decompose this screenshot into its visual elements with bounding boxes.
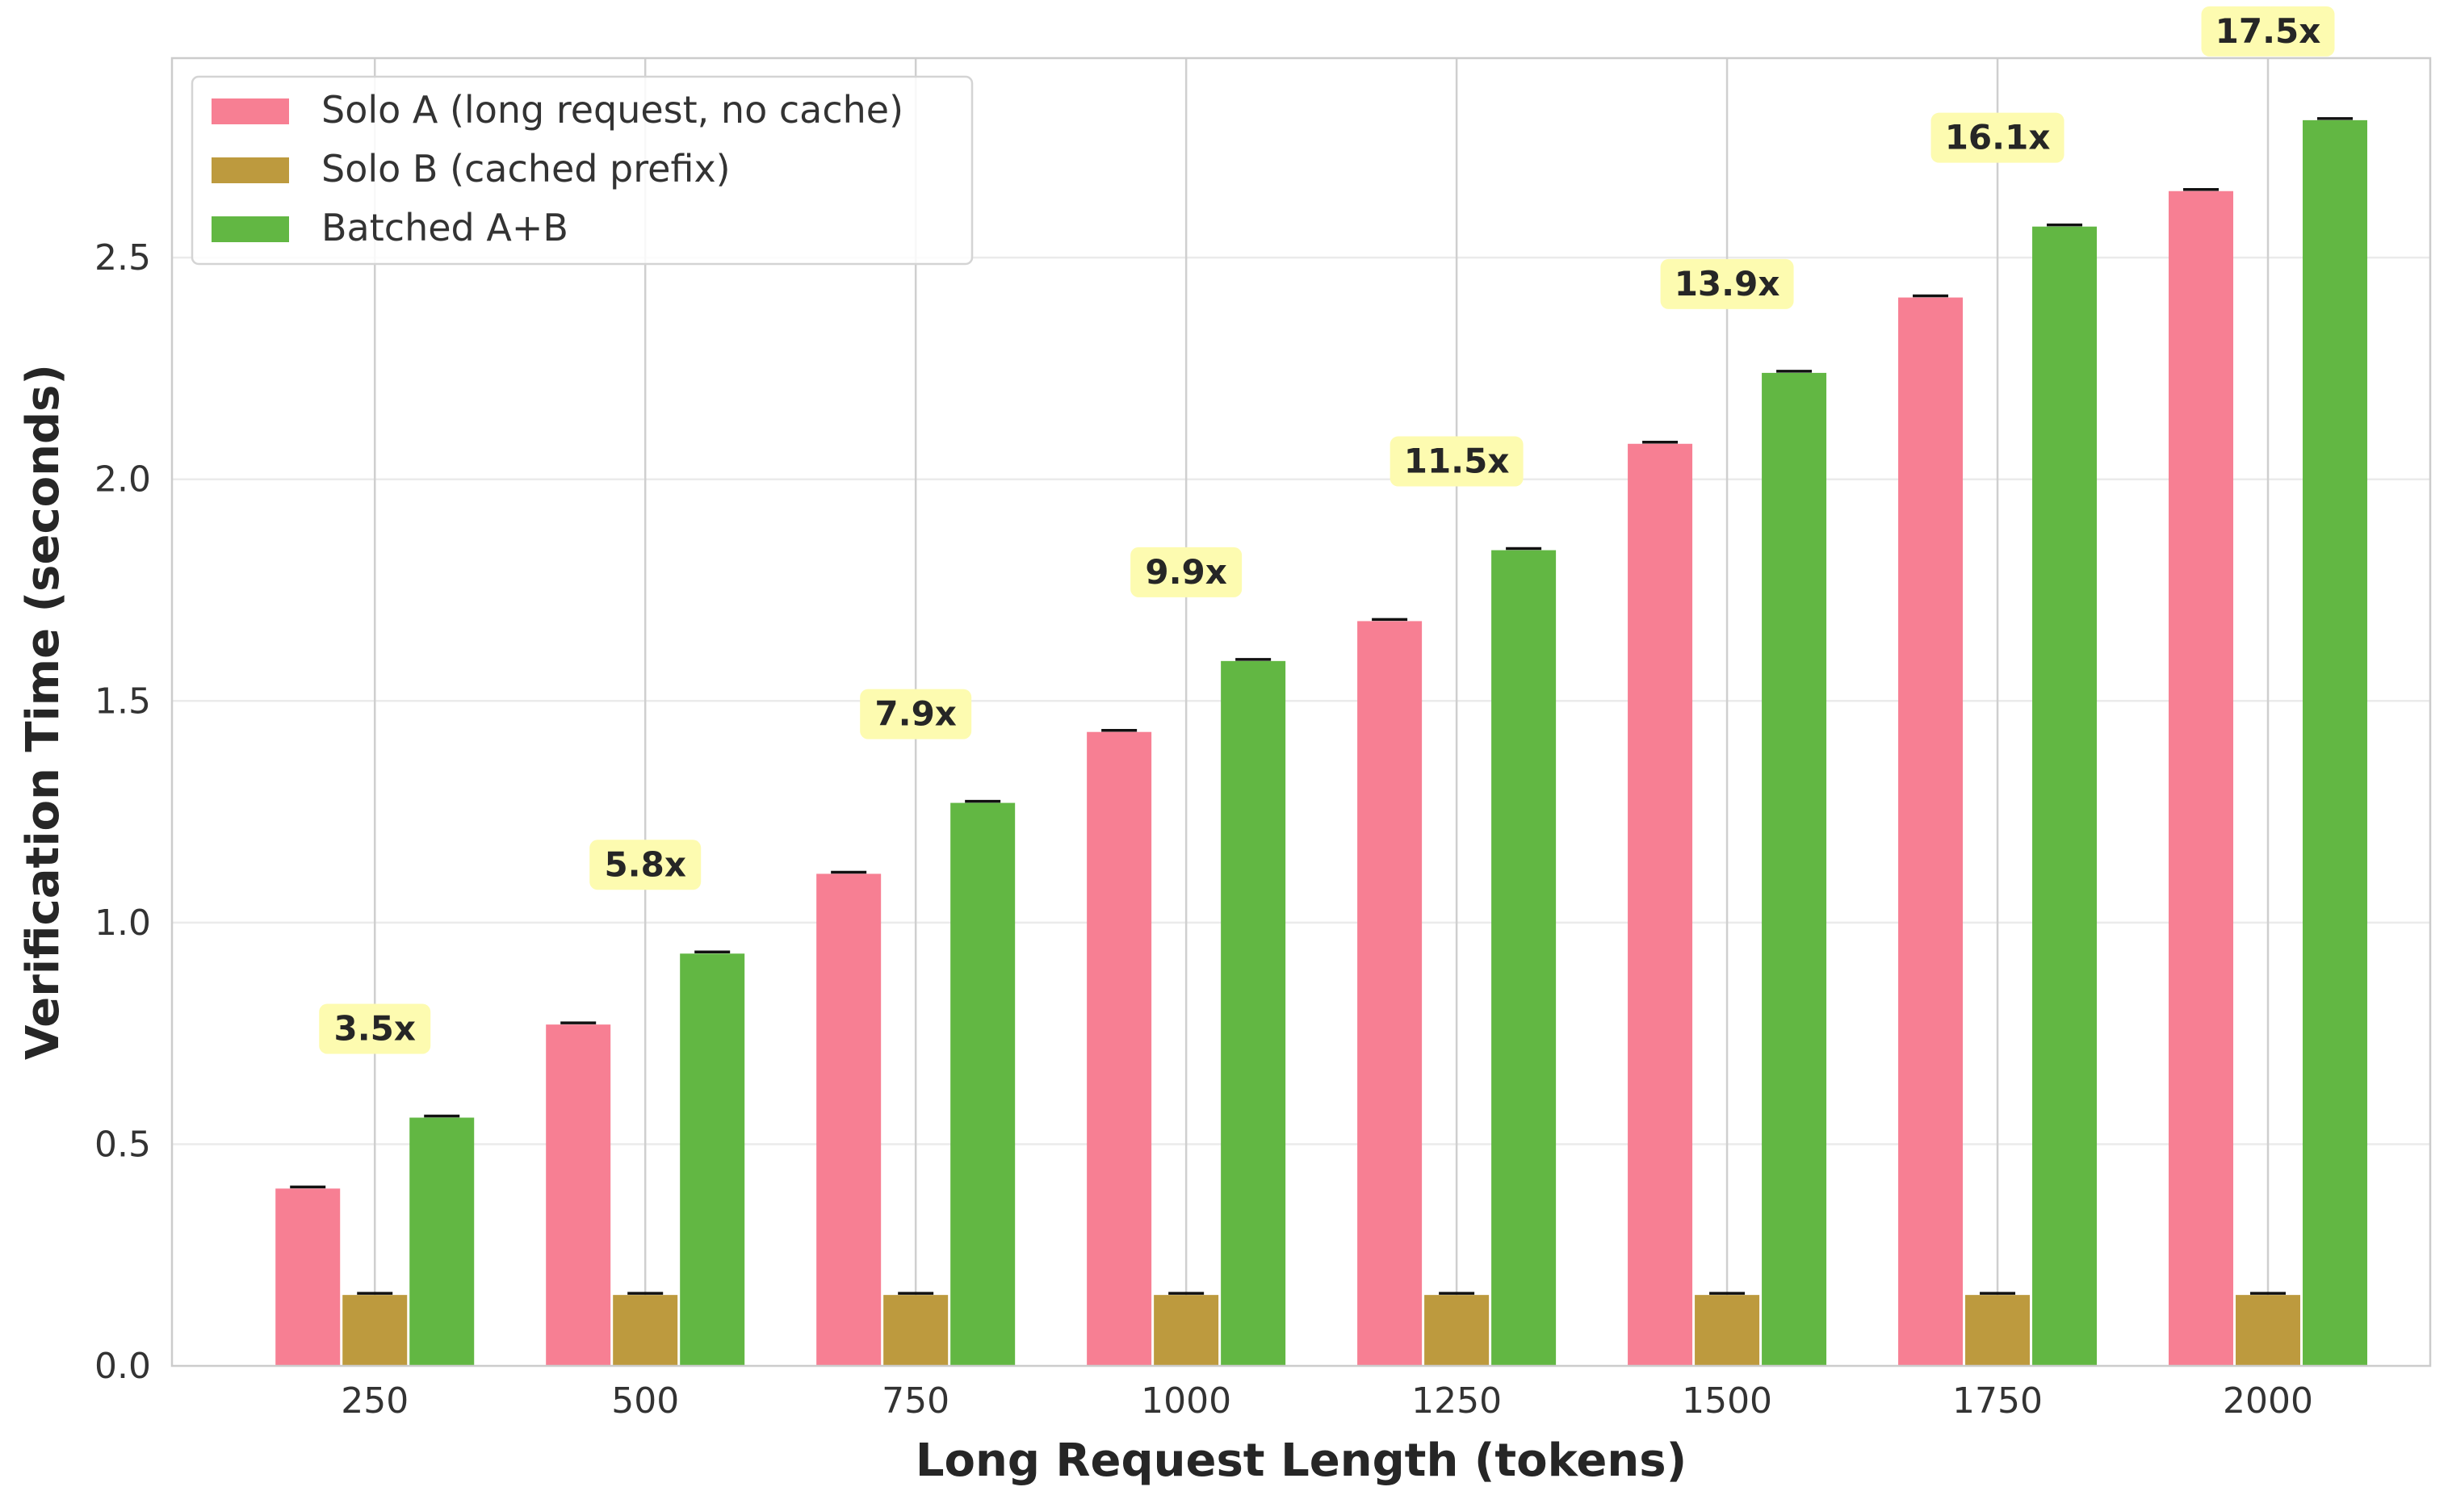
speedup-label: 16.1x [1945,118,2051,157]
x-tick-label: 2000 [2223,1380,2313,1422]
bar [1087,731,1152,1366]
bar [1357,621,1423,1366]
bar [1695,1295,1760,1366]
bar [883,1295,949,1366]
speedup-badge [1930,112,2064,163]
bars [275,117,2368,1367]
x-tick-label: 1250 [1411,1380,1502,1422]
bar [1154,1295,1219,1366]
bar [1898,297,1964,1366]
x-tick-label: 1500 [1682,1380,1772,1422]
speedup-label: 13.9x [1675,264,1780,304]
bar [409,1117,475,1366]
speedup-badge [1660,258,1794,309]
speedup-label: 11.5x [1404,442,1510,481]
speedup-badge [2201,6,2335,57]
y-tick-label: 2.0 [94,459,151,501]
y-tick-label: 0.0 [94,1346,151,1387]
bar [546,1024,611,1366]
bar [1221,660,1286,1366]
speedup-badge [860,689,972,739]
speedup-label: 7.9x [874,694,957,734]
speedup-badge [589,840,702,890]
speedup-label: 5.8x [604,844,686,884]
bar [680,953,745,1366]
legend-label: Batched A+B [321,206,568,249]
y-axis-title: Verification Time (seconds) [17,364,69,1060]
legend-swatch [212,157,289,183]
x-tick-label: 250 [341,1380,409,1422]
bar [950,802,1016,1366]
x-axis-title: Long Request Length (tokens) [916,1435,1687,1487]
x-tick-label: 1000 [1141,1380,1231,1422]
bar [275,1188,341,1366]
bar [1965,1295,2031,1366]
bar [2303,119,2368,1367]
speedup-badge [319,1003,431,1054]
bar [1762,372,1827,1366]
legend-label: Solo B (cached prefix) [321,147,731,191]
x-tick-label: 500 [611,1380,679,1422]
y-tick-label: 1.5 [94,681,151,722]
legend-swatch [212,216,289,242]
bar [2169,191,2234,1367]
y-tick-label: 1.0 [94,903,151,944]
tick-labels: 0.0 0.5 1.0 1.5 2.0 2.5 250 500 750 1000 1250 1500 1… [94,237,2313,1422]
legend: Solo A (long request, no cache) Solo B (c… [191,75,974,266]
speedup-annotations: 3.5x 5.8x 7.9x 9.9x 11.5x 13.9x 16.1x 17.5x [319,6,2335,1054]
bar [1628,443,1693,1366]
y-tick-label: 0.5 [94,1124,151,1165]
x-tick-label: 750 [882,1380,949,1422]
plot-frame [170,57,2432,1368]
bar [342,1295,408,1366]
bar [816,873,882,1366]
bar [2032,226,2098,1366]
legend-swatch [212,98,289,124]
legend-label: Solo A (long request, no cache) [321,88,903,132]
bar [2236,1295,2301,1366]
speedup-badge [1130,547,1243,597]
legend-box [191,75,974,266]
bar [1424,1295,1490,1366]
bar [613,1295,678,1366]
grid [172,58,2430,1366]
x-tick-label: 1750 [1952,1380,2043,1422]
speedup-label: 17.5x [2215,11,2321,51]
speedup-label: 3.5x [333,1008,416,1048]
y-tick-label: 2.5 [94,237,151,279]
bar [1491,550,1557,1366]
speedup-badge [1390,436,1524,487]
speedup-label: 9.9x [1145,552,1227,592]
